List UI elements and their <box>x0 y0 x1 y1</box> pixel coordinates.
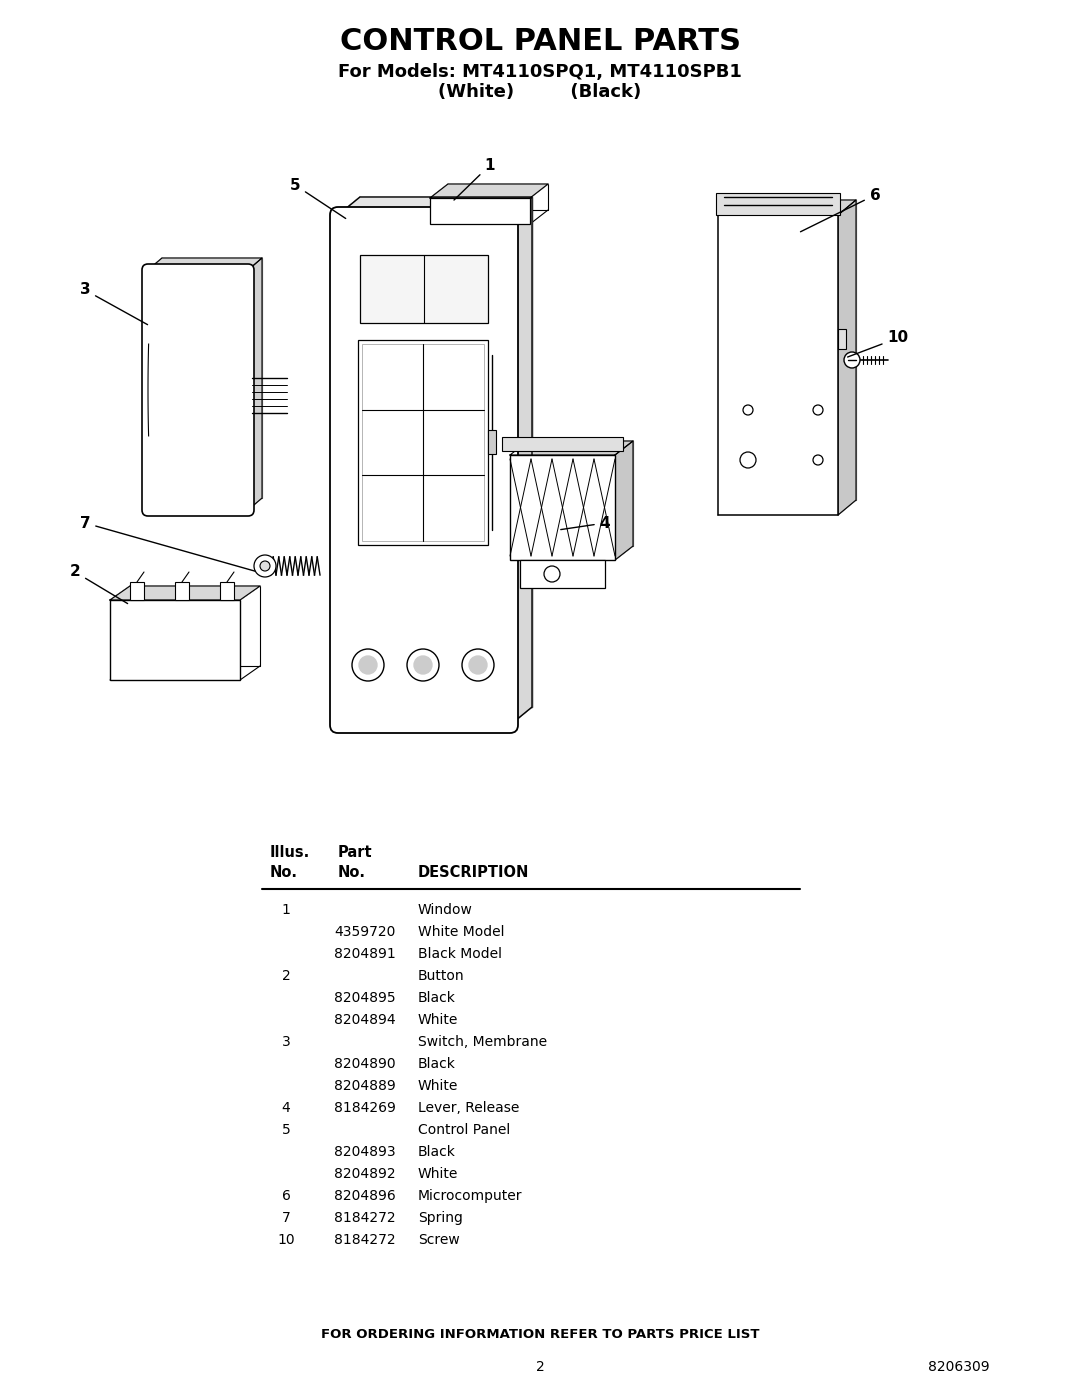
Text: 4: 4 <box>561 515 610 531</box>
Polygon shape <box>110 585 260 599</box>
Text: 6: 6 <box>800 187 880 232</box>
Text: 8184272: 8184272 <box>334 1211 395 1225</box>
Bar <box>510 455 615 560</box>
Text: No.: No. <box>338 865 366 880</box>
Text: Button: Button <box>418 970 464 983</box>
Text: Control Panel: Control Panel <box>418 1123 510 1137</box>
Text: Window: Window <box>418 902 473 916</box>
Text: 4359720: 4359720 <box>335 925 395 939</box>
Text: Black Model: Black Model <box>418 947 502 961</box>
Text: Lever, Release: Lever, Release <box>418 1101 519 1115</box>
Text: 2: 2 <box>282 970 291 983</box>
Bar <box>357 339 488 545</box>
Circle shape <box>544 566 561 583</box>
FancyBboxPatch shape <box>330 207 518 733</box>
Circle shape <box>743 405 753 415</box>
Text: Part: Part <box>338 845 373 861</box>
Text: 10: 10 <box>848 331 908 358</box>
Text: 8204895: 8204895 <box>334 990 395 1004</box>
Text: 1: 1 <box>454 158 496 200</box>
Circle shape <box>843 352 860 367</box>
Text: 8204892: 8204892 <box>334 1166 395 1180</box>
Bar <box>488 430 496 454</box>
Bar <box>502 437 623 451</box>
Text: DESCRIPTION: DESCRIPTION <box>418 865 529 880</box>
Text: 7: 7 <box>80 515 255 571</box>
Text: 8204889: 8204889 <box>334 1078 396 1092</box>
Circle shape <box>469 657 487 673</box>
Text: 3: 3 <box>282 1035 291 1049</box>
FancyBboxPatch shape <box>141 264 254 515</box>
Circle shape <box>407 650 438 680</box>
Text: White Model: White Model <box>418 925 504 939</box>
Text: Switch, Membrane: Switch, Membrane <box>418 1035 548 1049</box>
Text: 7: 7 <box>282 1211 291 1225</box>
Text: 6: 6 <box>282 1189 291 1203</box>
Text: 2: 2 <box>536 1361 544 1375</box>
Bar <box>519 560 605 588</box>
Polygon shape <box>430 184 548 198</box>
Text: 8204891: 8204891 <box>334 947 396 961</box>
Text: 8204890: 8204890 <box>334 1058 395 1071</box>
Polygon shape <box>838 200 856 515</box>
Bar <box>716 193 840 215</box>
Circle shape <box>813 405 823 415</box>
Text: For Models: MT4110SPQ1, MT4110SPB1: For Models: MT4110SPQ1, MT4110SPB1 <box>338 63 742 81</box>
Text: Black: Black <box>418 1146 456 1160</box>
Text: (White)         (Black): (White) (Black) <box>438 82 642 101</box>
Text: FOR ORDERING INFORMATION REFER TO PARTS PRICE LIST: FOR ORDERING INFORMATION REFER TO PARTS … <box>321 1329 759 1341</box>
Text: White: White <box>418 1013 458 1027</box>
Text: White: White <box>418 1078 458 1092</box>
Text: Black: Black <box>418 1058 456 1071</box>
Text: 8206309: 8206309 <box>929 1361 990 1375</box>
Text: 5: 5 <box>282 1123 291 1137</box>
Bar <box>110 599 240 680</box>
Circle shape <box>740 453 756 468</box>
Text: Black: Black <box>418 990 456 1004</box>
Text: 5: 5 <box>289 177 346 218</box>
Circle shape <box>414 657 432 673</box>
Polygon shape <box>248 258 262 510</box>
Text: 8204894: 8204894 <box>334 1013 395 1027</box>
Circle shape <box>254 555 276 577</box>
Text: 8204893: 8204893 <box>334 1146 395 1160</box>
Circle shape <box>352 650 384 680</box>
Text: 8204896: 8204896 <box>334 1189 396 1203</box>
Polygon shape <box>148 258 262 270</box>
Polygon shape <box>338 197 532 215</box>
Bar <box>838 330 846 349</box>
Bar <box>220 583 234 599</box>
Text: Screw: Screw <box>418 1234 460 1248</box>
Polygon shape <box>510 197 532 725</box>
Text: 4: 4 <box>282 1101 291 1115</box>
Text: CONTROL PANEL PARTS: CONTROL PANEL PARTS <box>339 28 741 56</box>
Bar <box>362 344 484 541</box>
Circle shape <box>359 657 377 673</box>
Bar <box>130 583 144 599</box>
Bar <box>175 583 189 599</box>
Text: No.: No. <box>270 865 298 880</box>
Bar <box>430 198 530 224</box>
Text: 3: 3 <box>80 282 148 324</box>
Text: Microcomputer: Microcomputer <box>418 1189 523 1203</box>
Bar <box>360 256 488 323</box>
Text: 10: 10 <box>278 1234 295 1248</box>
Circle shape <box>813 455 823 465</box>
Text: Spring: Spring <box>418 1211 463 1225</box>
Polygon shape <box>510 441 633 455</box>
Bar <box>718 215 838 515</box>
Circle shape <box>462 650 494 680</box>
Circle shape <box>260 562 270 571</box>
Text: 8184269: 8184269 <box>334 1101 396 1115</box>
Polygon shape <box>615 441 633 560</box>
Text: Illus.: Illus. <box>270 845 310 861</box>
Text: 8184272: 8184272 <box>334 1234 395 1248</box>
Polygon shape <box>718 200 856 215</box>
Text: 2: 2 <box>69 564 127 604</box>
Text: White: White <box>418 1166 458 1180</box>
Text: 1: 1 <box>282 902 291 916</box>
